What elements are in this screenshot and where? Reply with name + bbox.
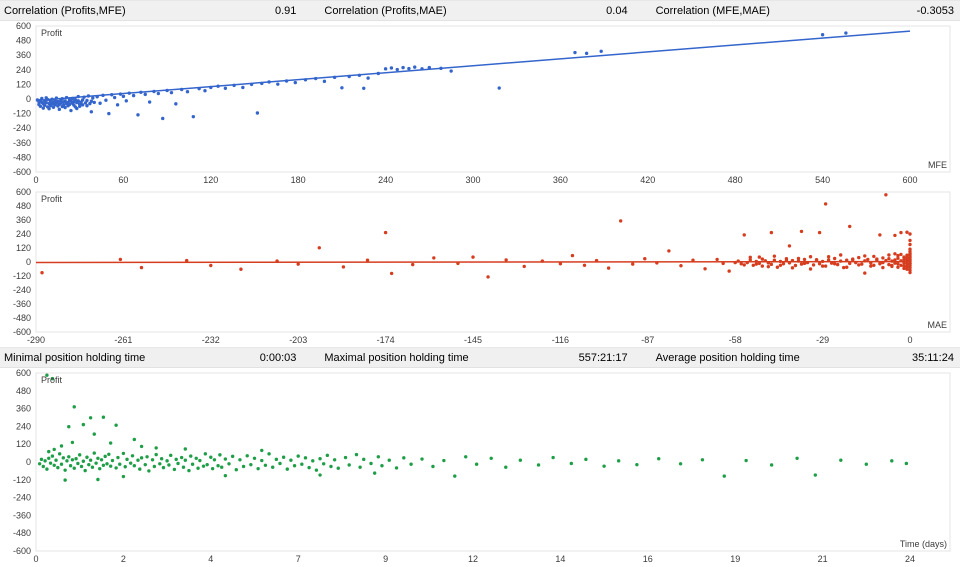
svg-text:-174: -174 — [377, 335, 395, 345]
svg-text:-600: -600 — [13, 327, 31, 337]
svg-text:-87: -87 — [641, 335, 654, 345]
average-holding-time-label: Average position holding time — [655, 351, 800, 364]
svg-text:Profit: Profit — [41, 28, 63, 38]
svg-text:-600: -600 — [13, 546, 31, 556]
svg-text:-240: -240 — [13, 493, 31, 503]
svg-text:-360: -360 — [13, 138, 31, 148]
svg-text:16: 16 — [643, 554, 653, 564]
svg-text:0: 0 — [26, 94, 31, 104]
holding-time-header: Minimal position holding time 0:00:03 Ma… — [0, 347, 960, 368]
svg-text:21: 21 — [818, 554, 828, 564]
svg-text:Profit: Profit — [41, 375, 63, 385]
svg-text:Time (days): Time (days) — [900, 539, 947, 549]
svg-text:240: 240 — [16, 421, 31, 431]
svg-text:360: 360 — [16, 215, 31, 225]
svg-text:0: 0 — [33, 554, 38, 564]
svg-text:180: 180 — [291, 175, 306, 185]
svg-text:-360: -360 — [13, 510, 31, 520]
svg-text:-120: -120 — [13, 109, 31, 119]
svg-text:MAE: MAE — [927, 320, 947, 330]
average-holding-time-value: 35:11:24 — [911, 351, 954, 364]
svg-text:480: 480 — [16, 386, 31, 396]
maximal-holding-time-label: Maximal position holding time — [324, 351, 469, 364]
correlation-profits-mae-label: Correlation (Profits,MAE) — [324, 4, 447, 17]
svg-text:0: 0 — [26, 257, 31, 267]
svg-text:300: 300 — [465, 175, 480, 185]
svg-text:2: 2 — [121, 554, 126, 564]
svg-text:420: 420 — [640, 175, 655, 185]
svg-text:0: 0 — [33, 175, 38, 185]
svg-text:Profit: Profit — [41, 194, 63, 204]
svg-text:12: 12 — [468, 554, 478, 564]
svg-text:MFE: MFE — [928, 160, 947, 170]
maximal-holding-time: Maximal position holding time 557:21:17 — [302, 352, 633, 364]
correlation-profits-mae: Correlation (Profits,MAE) 0.04 — [302, 5, 633, 17]
svg-text:0: 0 — [907, 335, 912, 345]
correlation-profits-mae-value: 0.04 — [606, 4, 628, 17]
minimal-holding-time-label: Minimal position holding time — [4, 351, 146, 364]
svg-text:480: 480 — [16, 36, 31, 46]
svg-text:360: 360 — [553, 175, 568, 185]
correlation-profits-mfe-label: Correlation (Profits,MFE) — [4, 4, 126, 17]
svg-text:-120: -120 — [13, 271, 31, 281]
svg-text:-261: -261 — [114, 335, 132, 345]
svg-text:480: 480 — [16, 201, 31, 211]
svg-text:-290: -290 — [27, 335, 45, 345]
svg-text:600: 600 — [16, 21, 31, 31]
svg-text:-145: -145 — [464, 335, 482, 345]
svg-text:600: 600 — [16, 368, 31, 378]
svg-text:-203: -203 — [289, 335, 307, 345]
svg-text:240: 240 — [16, 65, 31, 75]
profit-vs-mae-chart: 6004803602401200-120-240-360-480-600-290… — [13, 187, 951, 345]
svg-text:-360: -360 — [13, 299, 31, 309]
svg-text:-29: -29 — [816, 335, 829, 345]
svg-text:-120: -120 — [13, 475, 31, 485]
correlation-mfe-mae-label: Correlation (MFE,MAE) — [655, 4, 770, 17]
svg-text:-480: -480 — [13, 152, 31, 162]
svg-text:-58: -58 — [729, 335, 742, 345]
svg-text:-480: -480 — [13, 528, 31, 538]
correlation-profits-mfe: Correlation (Profits,MFE) 0.91 — [0, 5, 302, 17]
svg-text:600: 600 — [16, 187, 31, 197]
svg-text:-240: -240 — [13, 123, 31, 133]
chart-panel-profit-vs-mfe: 600 480 360 240 120 0 -120 -240 -360 -480 -600 0 60 1… — [0, 21, 960, 187]
svg-text:360: 360 — [16, 404, 31, 414]
svg-text:-480: -480 — [13, 313, 31, 323]
svg-text:120: 120 — [16, 439, 31, 449]
svg-text:7: 7 — [296, 554, 301, 564]
svg-text:-116: -116 — [552, 335, 569, 345]
svg-text:120: 120 — [16, 243, 31, 253]
minimal-holding-time-value: 0:00:03 — [259, 351, 297, 364]
svg-text:14: 14 — [555, 554, 565, 564]
correlation-mfe-mae: Correlation (MFE,MAE) -0.3053 — [634, 5, 960, 17]
maximal-holding-time-value: 557:21:17 — [578, 351, 628, 364]
average-holding-time: Average position holding time 35:11:24 — [634, 352, 960, 364]
svg-text:600: 600 — [902, 175, 917, 185]
svg-text:480: 480 — [728, 175, 743, 185]
svg-text:0: 0 — [26, 457, 31, 467]
correlation-header: Correlation (Profits,MFE) 0.91 Correlati… — [0, 0, 960, 21]
svg-text:24: 24 — [905, 554, 915, 564]
svg-text:19: 19 — [730, 554, 740, 564]
svg-text:540: 540 — [815, 175, 830, 185]
chart-panel-profit-vs-mae: 600 480 360 240 120 0 -120 -240 -360 -480 -600 -290… — [0, 187, 960, 347]
svg-text:-240: -240 — [13, 285, 31, 295]
svg-text:120: 120 — [16, 79, 31, 89]
correlation-mfe-mae-value: -0.3053 — [916, 4, 954, 17]
svg-text:240: 240 — [378, 175, 393, 185]
chart-panel-profit-vs-time: 600 480 360 240 120 0 -120 -240 -360 -480 -600 0 2 4 7… — [0, 368, 960, 566]
svg-text:360: 360 — [16, 50, 31, 60]
svg-text:120: 120 — [203, 175, 218, 185]
svg-text:240: 240 — [16, 229, 31, 239]
minimal-holding-time: Minimal position holding time 0:00:03 — [0, 352, 302, 364]
svg-text:-232: -232 — [202, 335, 220, 345]
svg-text:60: 60 — [118, 175, 128, 185]
svg-text:4: 4 — [208, 554, 213, 564]
svg-text:9: 9 — [383, 554, 388, 564]
correlation-profits-mfe-value: 0.91 — [274, 4, 297, 17]
svg-text:-600: -600 — [13, 167, 31, 177]
